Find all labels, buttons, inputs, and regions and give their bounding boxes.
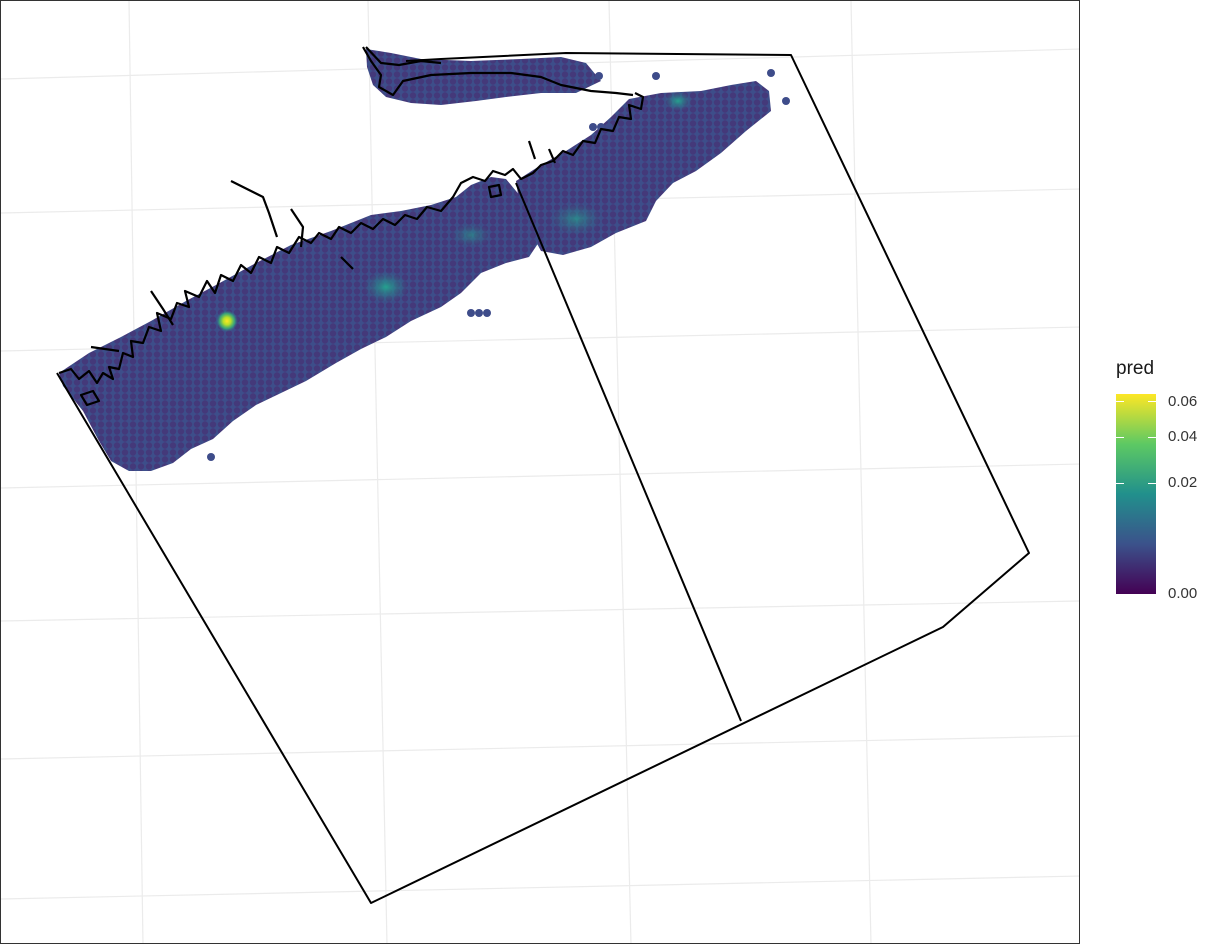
legend-tick-mark xyxy=(1116,482,1124,484)
prediction-cell xyxy=(207,453,215,461)
prediction-region-north xyxy=(366,49,601,105)
legend-tick-mark xyxy=(1148,482,1156,484)
coastline-inlet xyxy=(527,140,537,160)
prediction-region-northeast xyxy=(516,81,771,255)
coastline-inlet xyxy=(150,290,174,326)
prediction-region-southwest xyxy=(59,177,541,471)
prediction-cell xyxy=(782,97,790,105)
legend-tick-label: 0.04 xyxy=(1168,428,1198,446)
coastline-inlet xyxy=(547,148,557,164)
moderate-prediction-area xyxy=(550,203,602,235)
prediction-hotspot xyxy=(216,310,238,332)
prediction-cell xyxy=(767,69,775,77)
legend-colorbar xyxy=(1116,394,1156,594)
legend-title: pred xyxy=(1116,358,1155,379)
map-panel xyxy=(0,0,1080,944)
survey-boundary xyxy=(56,52,1030,904)
prediction-cell xyxy=(467,309,475,317)
coastline-inlet xyxy=(90,345,120,353)
coastline-south-shore xyxy=(58,92,645,385)
prediction-cell xyxy=(652,72,660,80)
coastline-island xyxy=(487,183,503,199)
coastline xyxy=(58,46,645,407)
prediction-cell xyxy=(595,72,603,80)
coastline-island xyxy=(79,389,101,407)
coastline-inlet xyxy=(290,208,305,248)
coastline-north-shore xyxy=(365,46,442,67)
legend-tick-label: 0.00 xyxy=(1168,585,1198,602)
moderate-prediction-area xyxy=(364,271,408,303)
moderate-prediction-area xyxy=(451,223,491,247)
coastline-inlet xyxy=(340,256,354,270)
prediction-cell xyxy=(475,309,483,317)
map-gridlines xyxy=(1,1,1079,943)
legend-tick-mark xyxy=(1148,436,1156,438)
legend-tick-mark xyxy=(1148,593,1156,595)
legend-tick-label: 0.02 xyxy=(1168,474,1198,492)
legend-tick-label: 0.06 xyxy=(1168,392,1198,410)
map-canvas xyxy=(1,1,1079,943)
legend-tick-mark xyxy=(1116,401,1124,403)
prediction-cell xyxy=(589,123,597,131)
survey-polygon-outline xyxy=(56,52,1030,904)
survey-stratum-divider xyxy=(515,182,742,722)
legend-tick-mark xyxy=(1116,593,1124,595)
prediction-cell xyxy=(483,309,491,317)
legend-tick-mark xyxy=(1116,436,1124,438)
legend: pred 0.06 0.04 0.02 0.00 xyxy=(1112,356,1212,616)
coastline-inlet xyxy=(230,180,279,238)
legend-tick-mark xyxy=(1148,401,1156,403)
moderate-prediction-area xyxy=(664,91,692,111)
coastline-north-shore xyxy=(362,46,634,97)
prediction-surface xyxy=(59,49,790,471)
